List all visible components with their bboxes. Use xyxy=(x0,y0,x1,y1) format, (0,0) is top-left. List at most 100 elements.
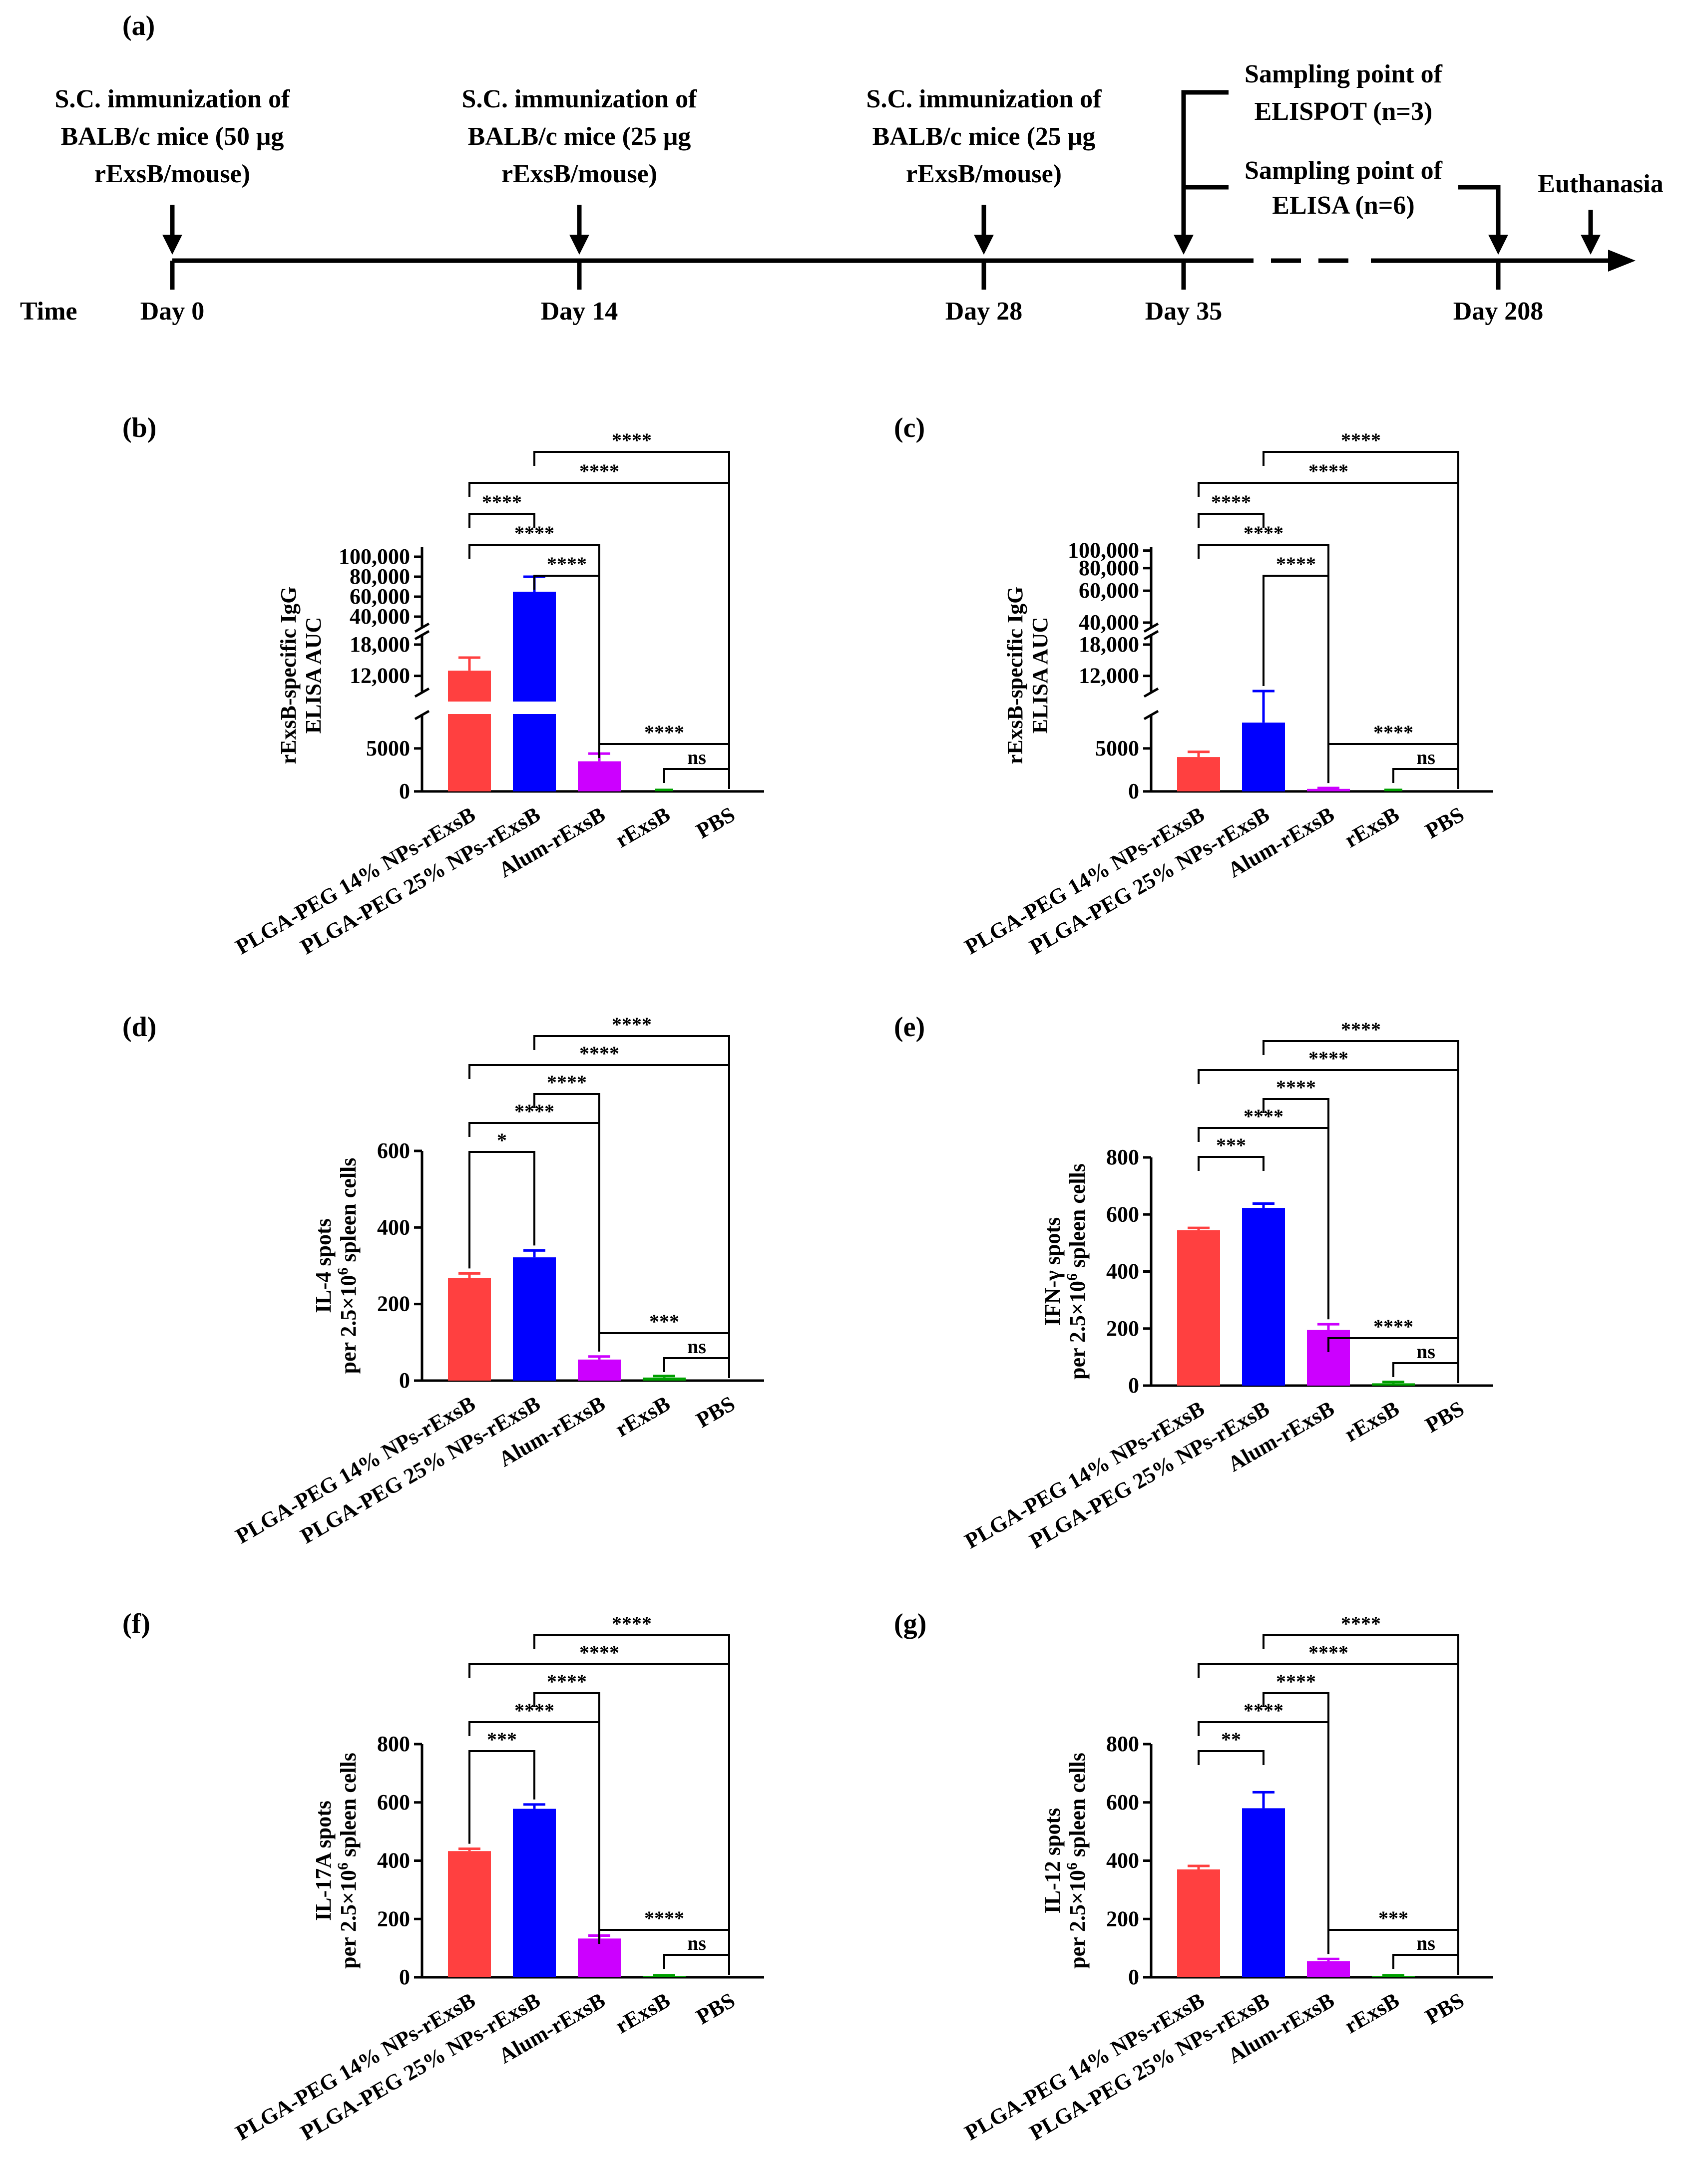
y-tick-label: 0 xyxy=(399,1965,410,1989)
bar-alum xyxy=(578,1938,621,1977)
category-label: rExsB xyxy=(1340,1988,1403,2038)
significance-label: **** xyxy=(547,1670,587,1693)
bar-alum xyxy=(578,761,621,791)
significance-bracket xyxy=(1327,1337,1459,1352)
significance-label: **** xyxy=(1244,1105,1283,1127)
imm14-line1: S.C. immunization of xyxy=(462,85,698,113)
panel-label-a: (a) xyxy=(122,10,155,41)
axis-break-mark xyxy=(1143,710,1159,721)
significance-label: **** xyxy=(1341,1612,1381,1635)
y-tick-label: 0 xyxy=(1128,1373,1139,1398)
imm28-line1: S.C. immunization of xyxy=(866,85,1102,113)
bar-nps25 xyxy=(513,592,556,791)
bar-nps25 xyxy=(1242,1808,1285,1977)
axis-break-mark xyxy=(414,687,430,698)
y-label-line1: rExsB-specific IgG xyxy=(276,587,301,764)
axis-break-mark xyxy=(414,630,430,641)
y-label-line2: ELISA AUC xyxy=(1028,617,1052,734)
bar-rexsb xyxy=(643,1976,686,1977)
y-tick-label: 40,000 xyxy=(350,604,410,629)
imm0-line2: BALB/c mice (50 μg xyxy=(61,122,284,151)
significance-label: **** xyxy=(1341,429,1381,451)
significance-label: **** xyxy=(514,522,554,544)
significance-bracket xyxy=(468,482,730,789)
timeline-arrow-heads xyxy=(162,235,1601,255)
panel-label-g: (g) xyxy=(894,1608,926,1639)
category-label: rExsB xyxy=(1340,1396,1403,1447)
bar-break-gap xyxy=(447,702,492,714)
significance-label: *** xyxy=(649,1310,679,1333)
bar-alum xyxy=(1307,788,1350,791)
chart-panel-b: (b) 0 5000 12,000 18,000 40,00060,00080,0001… xyxy=(122,412,764,959)
timeline-ticks xyxy=(170,261,1501,290)
y-tick-label: 200 xyxy=(377,1906,410,1931)
immunization-day14: S.C. immunization of BALB/c mice (25 μg … xyxy=(462,85,698,188)
significance-bracket xyxy=(1198,513,1265,528)
significance-label: **** xyxy=(644,1907,684,1929)
y-tick-label: 100,000 xyxy=(1068,538,1139,563)
significance-label: **** xyxy=(1308,460,1348,482)
significance-bracket xyxy=(1263,575,1329,783)
significance-bracket xyxy=(1198,1127,1329,1320)
significance-label: **** xyxy=(1276,1670,1316,1693)
day-label-0: Day 0 xyxy=(140,297,205,326)
bar-rexsb xyxy=(643,1377,686,1381)
y-tick-label: 200 xyxy=(377,1292,410,1316)
category-label: PBS xyxy=(1421,1988,1468,2029)
category-label: rExsB xyxy=(1340,802,1403,852)
panel-label-f: (f) xyxy=(122,1608,150,1639)
y-label-line1: IL-12 spots xyxy=(1040,1808,1065,1914)
significance-bracket xyxy=(468,1721,600,1931)
y-axis-label: IL-17A spots per 2.5×106 spleen cells xyxy=(311,1753,361,1969)
bar-nps14 xyxy=(448,671,491,791)
axis-break-mark xyxy=(414,710,430,721)
significance-bracket xyxy=(663,768,730,783)
significance-label: **** xyxy=(1373,1315,1413,1338)
category-label: rExsB xyxy=(611,1988,674,2038)
y-tick-label: 60,000 xyxy=(1079,578,1139,603)
significance-label: **** xyxy=(482,491,522,513)
bar-alum xyxy=(1307,1961,1350,1977)
bar-nps14 xyxy=(448,1278,491,1381)
significance-label: **** xyxy=(612,1013,652,1036)
significance-bracket xyxy=(533,575,600,749)
significance-bracket xyxy=(598,1332,730,1347)
significance-label: **** xyxy=(644,721,684,743)
bar-nps14 xyxy=(1177,1869,1220,1977)
significance-bracket xyxy=(468,1663,730,1975)
significance-label: ns xyxy=(1416,746,1435,768)
significance-label: ** xyxy=(1221,1728,1241,1751)
significance-label: *** xyxy=(1378,1907,1408,1929)
axis-break-mark xyxy=(414,622,430,633)
y-tick-label: 600 xyxy=(1106,1202,1139,1226)
significance-label: **** xyxy=(514,1100,554,1122)
bar-nps14 xyxy=(1177,1230,1220,1386)
bar-nps25 xyxy=(1242,1208,1285,1386)
imm14-line3: rExsB/mouse) xyxy=(501,160,657,188)
y-tick-label: 800 xyxy=(1106,1732,1139,1756)
significance-label: *** xyxy=(487,1728,517,1751)
bar-nps14 xyxy=(1177,757,1220,791)
day-label-35: Day 35 xyxy=(1145,297,1223,326)
significance-label: **** xyxy=(1308,1047,1348,1070)
y-label-line1: IL-4 spots xyxy=(311,1218,336,1313)
y-tick-label: 600 xyxy=(1106,1790,1139,1815)
y-tick-label: 400 xyxy=(377,1215,410,1239)
y-tick-label: 12,000 xyxy=(350,664,410,688)
significance-label: ns xyxy=(1416,1340,1435,1363)
y-tick-label: 80,000 xyxy=(1079,556,1139,580)
significance-bracket xyxy=(663,1357,730,1372)
significance-label: ns xyxy=(687,1932,706,1954)
significance-label: **** xyxy=(1276,553,1316,575)
y-label-line2: per 2.5×106 spleen cells xyxy=(335,1158,361,1374)
imm28-line2: BALB/c mice (25 μg xyxy=(872,122,1096,151)
bar-rexsb xyxy=(1372,1976,1415,1977)
y-tick-label: 400 xyxy=(1106,1848,1139,1873)
y-tick-label: 18,000 xyxy=(350,632,410,657)
elisa-line2: ELISA (n=6) xyxy=(1272,191,1414,220)
significance-label: **** xyxy=(579,1042,619,1065)
